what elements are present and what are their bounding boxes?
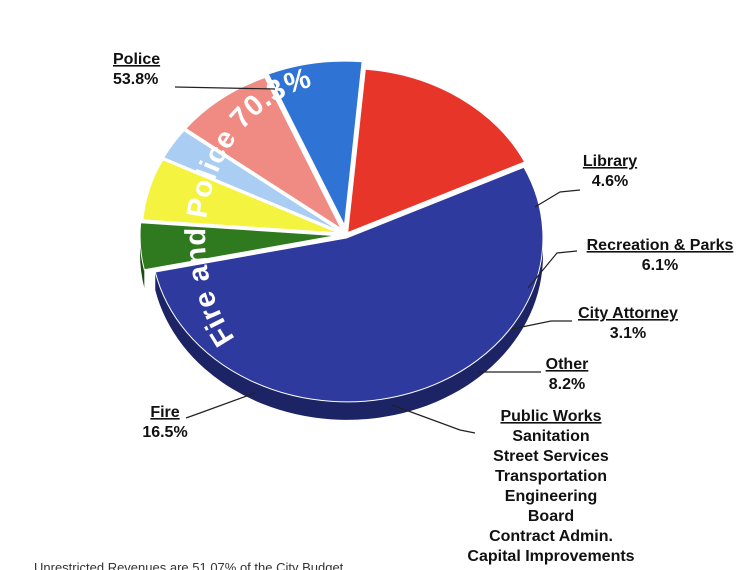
label-other-value: 8.2% xyxy=(549,376,585,393)
publicworks-sub-item: Engineering xyxy=(505,488,597,505)
slice-labels: Police 53.8% Library 4.6% Recreation & P… xyxy=(113,51,733,565)
label-attorney-value: 3.1% xyxy=(610,325,646,342)
leader-lines xyxy=(174,86,581,434)
label-library-name: Library xyxy=(583,153,637,170)
publicworks-sub-item: Contract Admin. xyxy=(489,528,613,545)
footnote: Unrestricted Revenues are 51.07% of the … xyxy=(34,560,344,570)
pie-slice-attorney xyxy=(163,130,340,232)
leader-line-police xyxy=(174,86,276,90)
publicworks-sub-items: Sanitation Street Services Transportatio… xyxy=(467,428,634,565)
publicworks-sub-item: Transportation xyxy=(495,468,607,485)
label-other-name: Other xyxy=(546,356,589,373)
leader-line-library xyxy=(534,189,581,208)
label-fire-value: 16.5% xyxy=(142,424,187,441)
leader-line-fire xyxy=(185,392,256,419)
pie-slice-recreation xyxy=(142,159,339,234)
leader-line-attorney xyxy=(511,320,572,330)
publicworks-sub-item: Capital Improvements xyxy=(467,548,634,565)
pie-slice-fire xyxy=(347,68,526,234)
label-publicworks-name: Public Works xyxy=(500,408,601,425)
label-library-value: 4.6% xyxy=(592,173,628,190)
pie-tops xyxy=(139,60,544,403)
label-attorney-name: City Attorney xyxy=(578,305,678,322)
leader-line-recreation xyxy=(527,250,578,289)
label-recreation-value: 6.1% xyxy=(642,257,678,274)
label-police-name: Police xyxy=(113,51,160,68)
pie-slice-police xyxy=(154,166,544,403)
publicworks-sub-item: Board xyxy=(528,508,574,525)
label-police-value: 53.8% xyxy=(113,71,158,88)
pie-slice-publicworks xyxy=(267,60,363,227)
publicworks-sub-item: Sanitation xyxy=(512,428,589,445)
publicworks-sub-item: Street Services xyxy=(493,448,609,465)
pie-slice-other xyxy=(185,76,343,231)
label-recreation-name: Recreation & Parks xyxy=(587,237,734,254)
pie-slice-library xyxy=(139,222,337,271)
leader-line-publicworks xyxy=(391,404,476,434)
label-fire-name: Fire xyxy=(150,404,179,421)
